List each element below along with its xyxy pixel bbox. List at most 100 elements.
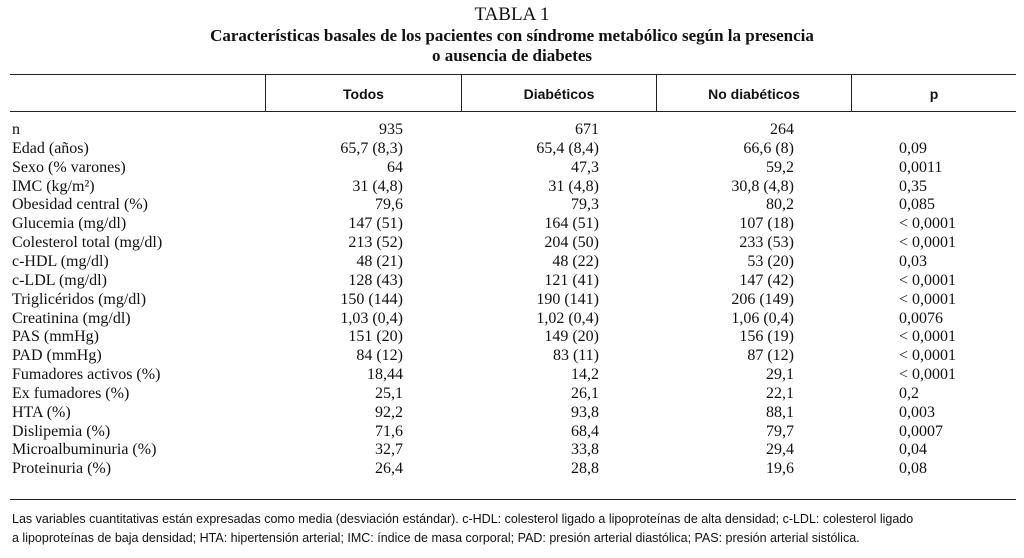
cell-value: 30,8 (4,8) [731, 177, 794, 195]
p-value: 0,003 [899, 403, 935, 421]
cell-value: 121 (41) [544, 271, 599, 289]
row-label: c-LDL (mg/dl) [12, 271, 107, 289]
cell-value: 1,06 (0,4) [731, 309, 794, 327]
cell-value: 206 (149) [731, 290, 794, 308]
cell-value: 47,3 [571, 158, 599, 176]
col-sep [656, 75, 657, 111]
p-value: < 0,0001 [899, 347, 957, 365]
cell-value: 26,4 [375, 460, 403, 478]
cell-value: 22,1 [766, 384, 794, 402]
top-rule [10, 74, 1016, 75]
table-title: TABLA 1 [474, 4, 550, 25]
cell-value: 213 (52) [348, 234, 403, 252]
cell-value: 48 (21) [356, 252, 403, 270]
cell-value: 671 [575, 121, 599, 138]
cell-value: 53 (20) [747, 252, 794, 270]
cell-value: 48 (22) [552, 252, 599, 270]
cell-value: 19,6 [766, 460, 794, 478]
cell-value: 233 (53) [739, 234, 794, 252]
cell-value: 190 (141) [536, 290, 599, 308]
cell-value: 156 (19) [739, 328, 794, 346]
cell-value: 83 (11) [552, 347, 599, 365]
row-label: PAD (mmHg) [12, 347, 102, 365]
cell-value: 31 (4,8) [352, 177, 403, 195]
row-label: PAS (mmHg) [12, 328, 99, 346]
cell-value: 28,8 [571, 460, 599, 478]
cell-value: 935 [379, 121, 403, 138]
row-label: Obesidad central (%) [12, 196, 148, 214]
cell-value: 64 [387, 158, 403, 176]
cell-value: 147 (42) [739, 271, 794, 289]
p-value: < 0,0001 [899, 328, 957, 346]
row-label: Edad (años) [12, 139, 89, 157]
cell-value: 66,6 (8) [743, 139, 794, 157]
cell-value: 1,02 (0,4) [536, 309, 599, 327]
p-value: < 0,0001 [899, 215, 957, 233]
row-label: Glucemia (mg/dl) [12, 215, 127, 233]
cell-value: 79,3 [571, 196, 599, 214]
p-value: 0,085 [899, 196, 935, 214]
cell-value: 59,2 [766, 158, 794, 176]
p-value: 0,2 [899, 384, 919, 402]
row-label: Proteinuria (%) [12, 460, 112, 478]
cell-value: 79,7 [766, 422, 794, 440]
p-value: 0,03 [899, 252, 927, 270]
p-value: < 0,0001 [899, 366, 957, 384]
table-subtitle: Características basales de los pacientes… [210, 26, 814, 45]
cell-value: 31 (4,8) [548, 177, 599, 195]
header-rule [10, 111, 1016, 112]
row-label: Colesterol total (mg/dl) [12, 234, 163, 252]
cell-value: 68,4 [571, 422, 599, 440]
cell-value: 79,6 [375, 196, 403, 214]
cell-value: 84 (12) [356, 347, 403, 365]
cell-value: 93,8 [571, 403, 599, 421]
footnote: a lipoproteínas de baja densidad; HTA: h… [12, 531, 860, 545]
cell-value: 18,44 [367, 366, 403, 384]
column-header: No diabéticos [708, 86, 800, 102]
p-value: 0,0007 [899, 422, 943, 440]
cell-value: 71,6 [375, 422, 403, 440]
footnote: Las variables cuantitativas están expres… [12, 512, 914, 526]
cell-value: 151 (20) [348, 328, 403, 346]
row-label: Microalbuminuria (%) [12, 441, 157, 459]
table-subtitle: o ausencia de diabetes [431, 46, 593, 65]
cell-value: 164 (51) [544, 215, 599, 233]
p-value: 0,0076 [899, 309, 943, 327]
row-label: Sexo (% varones) [12, 158, 126, 176]
cell-value: 26,1 [571, 384, 599, 402]
row-label: c-HDL (mg/dl) [12, 252, 109, 270]
p-value: < 0,0001 [899, 234, 957, 252]
cell-value: 149 (20) [544, 328, 599, 346]
cell-value: 150 (144) [340, 290, 403, 308]
cell-value: 128 (43) [348, 271, 403, 289]
p-value: 0,08 [899, 460, 927, 478]
column-header: p [929, 86, 939, 102]
cell-value: 25,1 [375, 384, 403, 402]
bottom-rule [10, 499, 1016, 500]
cell-value: 32,7 [375, 441, 403, 459]
column-header: Diabéticos [523, 86, 595, 102]
p-value: 0,09 [899, 139, 927, 157]
p-value: 0,35 [899, 177, 927, 195]
row-label: Dislipemia (%) [12, 422, 111, 440]
cell-value: 87 (12) [747, 347, 794, 365]
row-label: HTA (%) [12, 403, 71, 421]
cell-value: 204 (50) [544, 234, 599, 252]
row-label: Triglicéridos (mg/dl) [12, 290, 147, 308]
row-label: IMC (kg/m²) [12, 177, 95, 195]
cell-value: 29,4 [766, 441, 794, 459]
cell-value: 29,1 [766, 366, 794, 384]
p-value: < 0,0001 [899, 271, 957, 289]
col-sep [265, 75, 266, 111]
p-value: < 0,0001 [899, 290, 957, 308]
cell-value: 80,2 [766, 196, 794, 214]
col-sep [461, 75, 462, 111]
cell-value: 14,2 [571, 366, 599, 384]
row-label: Ex fumadores (%) [12, 384, 130, 402]
column-header: Todos [343, 86, 384, 102]
cell-value: 92,2 [375, 403, 403, 421]
row-label: Creatinina (mg/dl) [12, 309, 131, 327]
cell-value: 33,8 [571, 441, 599, 459]
row-label: Fumadores activos (%) [12, 366, 161, 384]
